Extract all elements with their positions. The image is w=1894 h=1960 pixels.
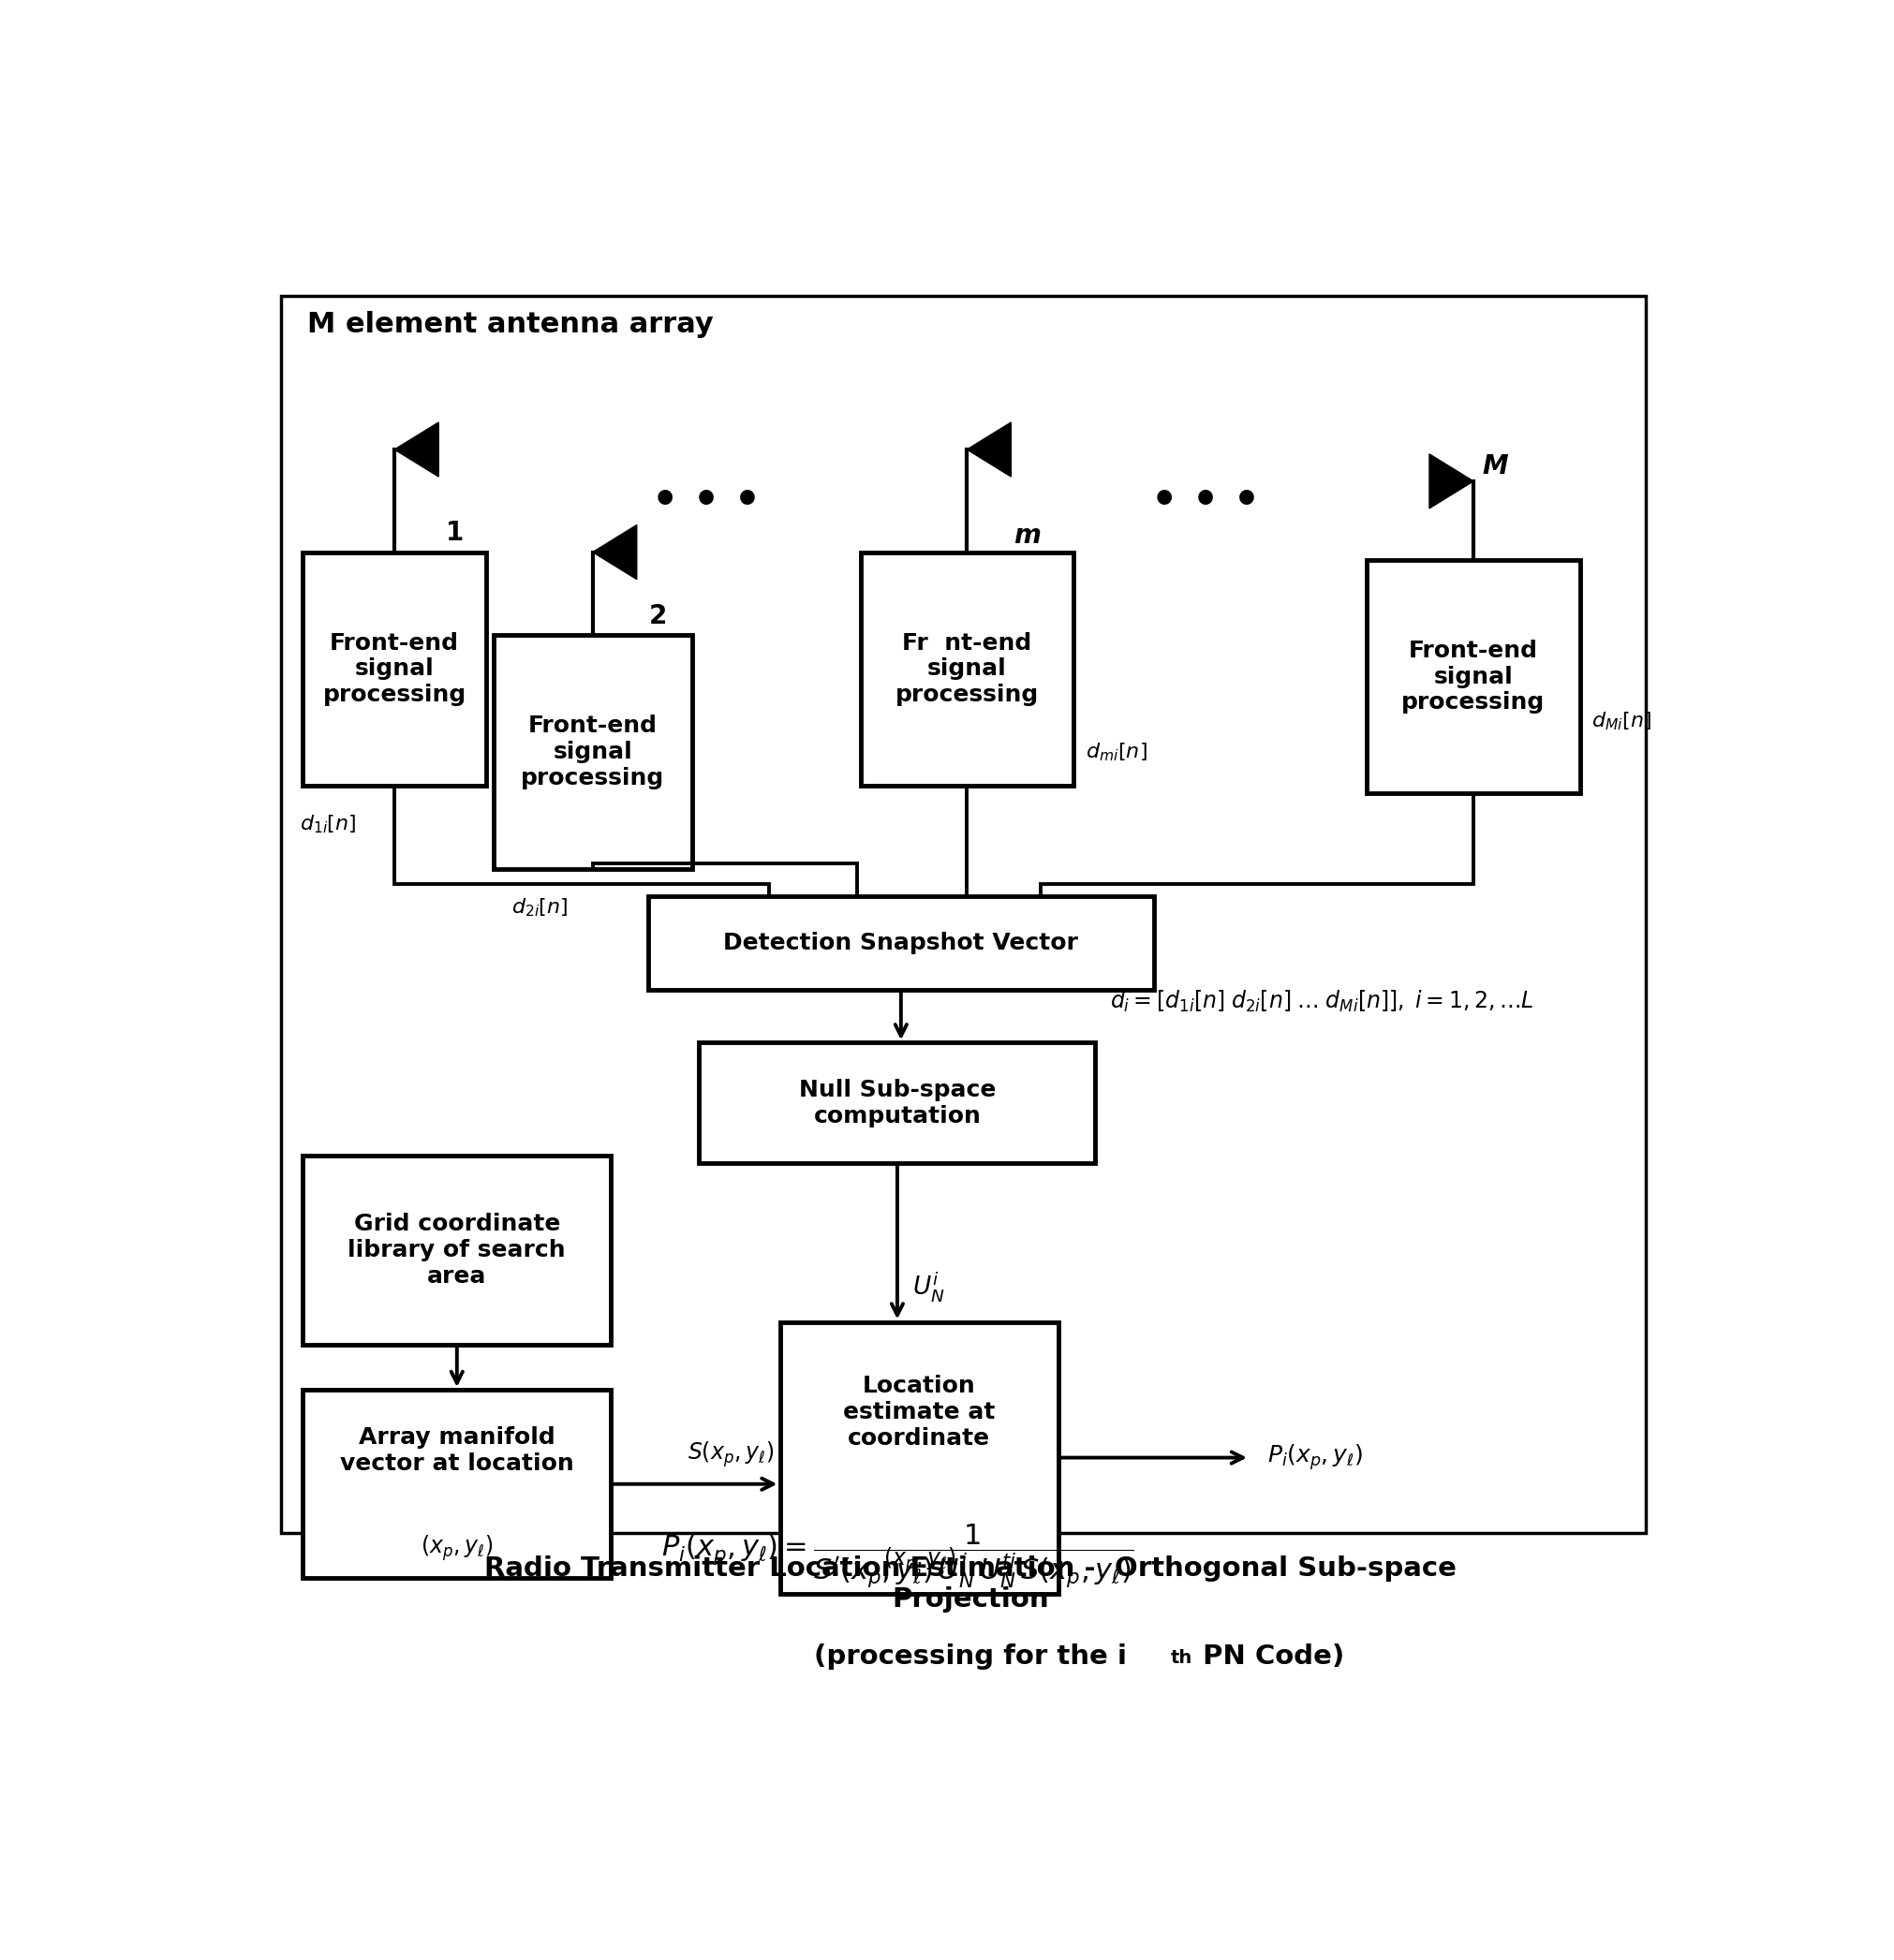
Text: • • •: • • • <box>652 480 761 521</box>
Text: • • •: • • • <box>1152 480 1260 521</box>
Bar <box>303 1156 612 1345</box>
Text: 1: 1 <box>445 519 464 547</box>
Text: Array manifold
vector at location: Array manifold vector at location <box>339 1427 574 1476</box>
Bar <box>860 553 1074 786</box>
Bar <box>494 635 691 868</box>
Text: PN Code): PN Code) <box>1193 1642 1345 1670</box>
Text: $S(x_p, y_\ell)$: $S(x_p, y_\ell)$ <box>688 1439 775 1468</box>
Text: m: m <box>1013 523 1042 549</box>
Text: $(x_p, y_\ell)$: $(x_p, y_\ell)$ <box>883 1544 955 1576</box>
Text: $(x_p, y_\ell)$: $(x_p, y_\ell)$ <box>420 1533 492 1562</box>
Text: $d_i = [d_{1i}[n]\;d_{2i}[n]\;\ldots\;d_{Mi}[n]], \; i = 1,2,\ldots L$: $d_i = [d_{1i}[n]\;d_{2i}[n]\;\ldots\;d_… <box>1110 988 1534 1013</box>
Bar <box>699 1043 1095 1164</box>
Text: $P_i(x_p, y_\ell) = \dfrac{1}{S'(x_p, y_\ell)\,U_N^i\,U_N^{ti}\,S(x_p, y_\ell)}$: $P_i(x_p, y_\ell) = \dfrac{1}{S'(x_p, y_… <box>661 1521 1135 1590</box>
Text: M: M <box>1483 453 1508 480</box>
Text: $d_{Mi}[n]$: $d_{Mi}[n]$ <box>1591 711 1652 733</box>
Text: $P_i(x_p, y_\ell)$: $P_i(x_p, y_\ell)$ <box>1267 1443 1364 1472</box>
Text: Grid coordinate
library of search
area: Grid coordinate library of search area <box>348 1213 566 1288</box>
Text: Radio Transmitter Location Estimation -  Orthogonal Sub-space
Projection: Radio Transmitter Location Estimation - … <box>485 1556 1456 1613</box>
Bar <box>1367 561 1580 794</box>
Text: Front-end
signal
processing: Front-end signal processing <box>322 631 466 706</box>
Polygon shape <box>394 421 439 476</box>
Text: $d_{mi}[n]$: $d_{mi}[n]$ <box>1085 741 1146 762</box>
Text: Front-end
signal
processing: Front-end signal processing <box>521 715 665 790</box>
Text: th: th <box>1170 1648 1191 1668</box>
Polygon shape <box>968 421 1011 476</box>
Bar <box>303 1390 612 1578</box>
Text: 2: 2 <box>648 604 667 629</box>
Text: Location
estimate at
coordinate: Location estimate at coordinate <box>843 1376 996 1450</box>
Text: Detection Snapshot Vector: Detection Snapshot Vector <box>724 931 1078 955</box>
Polygon shape <box>593 525 636 580</box>
Text: Front-end
signal
processing: Front-end signal processing <box>1402 639 1546 713</box>
Polygon shape <box>1430 455 1474 508</box>
Bar <box>280 296 1646 1533</box>
Text: (processing for the i: (processing for the i <box>814 1642 1127 1670</box>
Text: M element antenna array: M element antenna array <box>307 312 714 337</box>
Text: $d_{2i}[n]$: $d_{2i}[n]$ <box>511 896 568 919</box>
Bar <box>303 553 487 786</box>
Text: Null Sub-space
computation: Null Sub-space computation <box>799 1078 996 1127</box>
Bar <box>648 896 1153 990</box>
Text: $d_{1i}[n]$: $d_{1i}[n]$ <box>299 813 356 835</box>
Bar <box>780 1321 1059 1593</box>
Text: Fr  nt-end
signal
processing: Fr nt-end signal processing <box>896 631 1038 706</box>
Text: $U_N^i$: $U_N^i$ <box>913 1270 945 1303</box>
